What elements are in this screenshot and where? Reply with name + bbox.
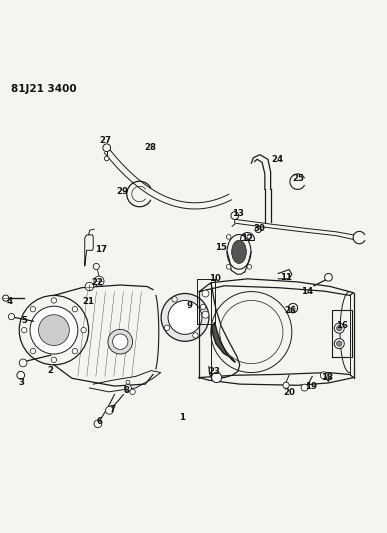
- Text: 7: 7: [110, 406, 116, 415]
- Text: 26: 26: [285, 306, 297, 316]
- Text: 28: 28: [144, 143, 156, 152]
- Circle shape: [320, 372, 327, 379]
- Circle shape: [247, 235, 252, 239]
- Text: 18: 18: [320, 373, 332, 382]
- Text: 22: 22: [91, 278, 103, 287]
- Circle shape: [113, 334, 128, 350]
- Circle shape: [247, 264, 252, 269]
- Text: 4: 4: [6, 297, 12, 306]
- Circle shape: [130, 389, 135, 394]
- Circle shape: [283, 382, 289, 389]
- Circle shape: [325, 273, 332, 281]
- Text: 14: 14: [301, 287, 313, 296]
- Circle shape: [103, 144, 111, 151]
- Text: 16: 16: [336, 321, 348, 329]
- Text: 15: 15: [214, 244, 226, 253]
- Circle shape: [231, 212, 239, 220]
- Circle shape: [126, 380, 130, 384]
- Text: 13: 13: [232, 209, 244, 218]
- Text: 6: 6: [96, 417, 102, 426]
- Circle shape: [93, 263, 99, 270]
- Text: 30: 30: [254, 224, 266, 233]
- Circle shape: [226, 264, 231, 269]
- Circle shape: [104, 156, 109, 161]
- Circle shape: [17, 372, 25, 379]
- Circle shape: [85, 282, 94, 291]
- Text: 11: 11: [280, 273, 292, 282]
- Text: 19: 19: [305, 382, 317, 391]
- Circle shape: [19, 359, 27, 367]
- Circle shape: [30, 306, 36, 312]
- Circle shape: [72, 306, 78, 312]
- Circle shape: [164, 325, 170, 330]
- Circle shape: [51, 298, 57, 303]
- Polygon shape: [212, 322, 235, 362]
- Circle shape: [108, 329, 133, 354]
- Circle shape: [334, 323, 344, 333]
- Circle shape: [288, 303, 298, 313]
- Circle shape: [51, 357, 57, 362]
- Text: 29: 29: [116, 187, 128, 196]
- Circle shape: [30, 306, 78, 354]
- Text: 20: 20: [283, 389, 295, 398]
- Circle shape: [9, 313, 15, 320]
- Circle shape: [94, 276, 104, 286]
- Circle shape: [202, 311, 209, 318]
- Text: 21: 21: [82, 297, 94, 306]
- Text: 3: 3: [19, 378, 25, 387]
- Text: 81J21 3400: 81J21 3400: [12, 85, 77, 94]
- Circle shape: [255, 227, 261, 232]
- Circle shape: [288, 303, 298, 313]
- Circle shape: [212, 373, 222, 383]
- Circle shape: [3, 295, 9, 301]
- Circle shape: [172, 297, 177, 302]
- Circle shape: [334, 338, 344, 349]
- Text: 12: 12: [241, 234, 253, 243]
- Text: 27: 27: [99, 135, 111, 144]
- Circle shape: [106, 407, 113, 414]
- Text: 10: 10: [209, 274, 221, 284]
- Text: 24: 24: [272, 155, 284, 164]
- Circle shape: [226, 235, 231, 239]
- Text: 8: 8: [123, 386, 129, 395]
- Text: 25: 25: [293, 174, 304, 183]
- Circle shape: [161, 294, 209, 341]
- Circle shape: [94, 420, 102, 427]
- Circle shape: [72, 349, 78, 354]
- Circle shape: [337, 326, 342, 331]
- Circle shape: [125, 384, 132, 391]
- Text: 23: 23: [209, 367, 221, 376]
- Circle shape: [202, 290, 209, 297]
- Text: 2: 2: [48, 366, 54, 375]
- Text: 17: 17: [95, 245, 107, 254]
- Circle shape: [81, 327, 86, 333]
- Text: 1: 1: [179, 413, 185, 422]
- Circle shape: [38, 314, 69, 345]
- Text: 9: 9: [187, 301, 193, 310]
- Ellipse shape: [232, 240, 247, 263]
- Circle shape: [30, 349, 36, 354]
- Circle shape: [200, 304, 206, 310]
- Circle shape: [22, 327, 27, 333]
- Circle shape: [301, 384, 308, 391]
- Circle shape: [168, 301, 202, 334]
- Circle shape: [193, 333, 198, 338]
- Text: 5: 5: [21, 316, 27, 325]
- Circle shape: [337, 341, 342, 346]
